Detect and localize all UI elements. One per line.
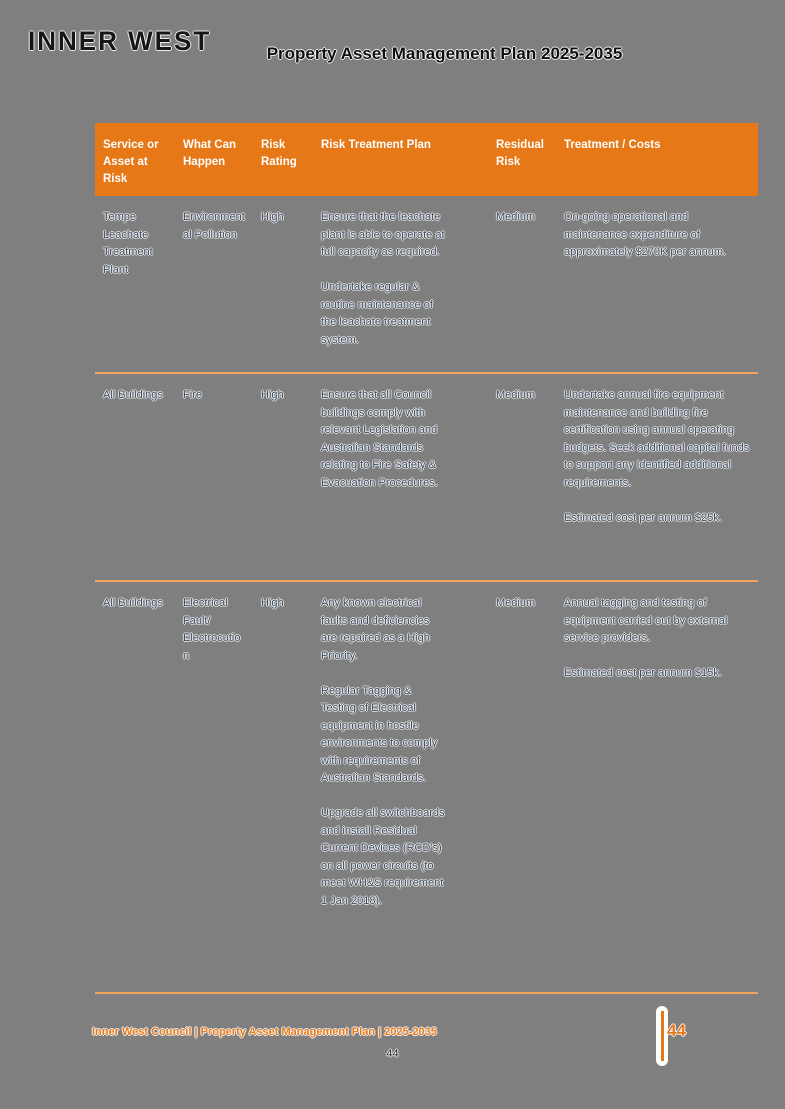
cell-asset: All Buildings <box>95 581 175 994</box>
cell-what-can-happen: Fire <box>175 373 253 582</box>
col-header-what-can-happen: What Can Happen <box>175 123 253 196</box>
cell-what-can-happen: Electrical Fault/ Electrocution <box>175 581 253 994</box>
risk-register-table: Service or Asset at Risk What Can Happen… <box>95 123 758 994</box>
cell-treatment-plan: Ensure that all Council buildings comply… <box>313 373 488 582</box>
cell-risk-rating: High <box>253 196 313 374</box>
col-header-treatment-costs: Treatment / Costs <box>556 123 758 196</box>
cell-risk-rating: High <box>253 373 313 582</box>
inner-west-logo: INNER WEST <box>28 25 212 57</box>
col-header-risk-rating: Risk Rating <box>253 123 313 196</box>
cell-risk-rating: High <box>253 581 313 994</box>
cell-residual-risk: Medium <box>488 196 556 374</box>
cell-treatment-plan: Any known electrical faults and deficien… <box>313 581 488 994</box>
table-row: All Buildings Electrical Fault/ Electroc… <box>95 581 758 994</box>
page-number-pill <box>656 1006 668 1066</box>
table-row: Tempe Leachate Treatment Plant Environme… <box>95 196 758 374</box>
col-header-residual-risk: Residual Risk <box>488 123 556 196</box>
col-header-service-or-asset: Service or Asset at Risk <box>95 123 175 196</box>
footer-document-reference: Inner West Council | Property Asset Mana… <box>92 1026 437 1038</box>
cell-asset: All Buildings <box>95 373 175 582</box>
table-header-row: Service or Asset at Risk What Can Happen… <box>95 123 758 196</box>
col-header-risk-treatment-plan: Risk Treatment Plan <box>313 123 488 196</box>
cell-treatment-plan: Ensure that the leachate plant is able t… <box>313 196 488 374</box>
cell-asset: Tempe Leachate Treatment Plant <box>95 196 175 374</box>
page-title: Property Asset Management Plan 2025-2035 <box>266 44 623 63</box>
cell-what-can-happen: Environmental Pollution <box>175 196 253 374</box>
page-number-bar <box>660 1011 664 1061</box>
footer-page-number: 44 <box>386 1048 399 1060</box>
sidebar-page-number: 44 <box>667 1021 686 1040</box>
cell-treatment-costs: On-going operational and maintenance exp… <box>556 196 758 374</box>
cell-residual-risk: Medium <box>488 581 556 994</box>
cell-treatment-costs: Undertake annual fire equipment maintena… <box>556 373 758 582</box>
table-row: All Buildings Fire High Ensure that all … <box>95 373 758 582</box>
cell-treatment-costs: Annual tagging and testing of equipment … <box>556 581 758 994</box>
cell-residual-risk: Medium <box>488 373 556 582</box>
